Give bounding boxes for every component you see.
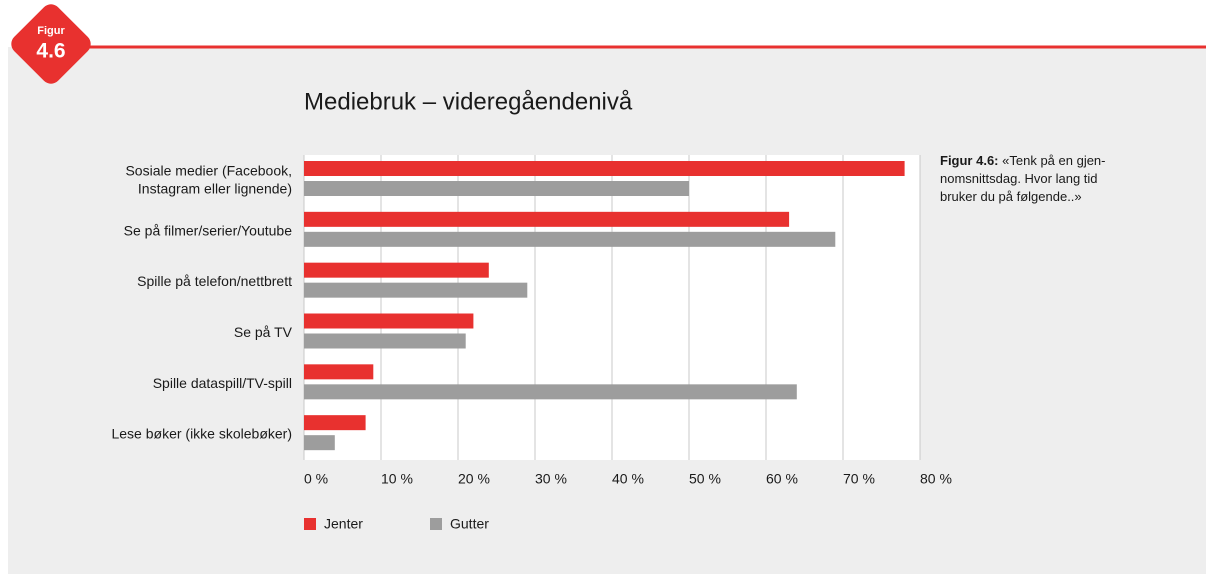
bar bbox=[304, 262, 489, 278]
bar bbox=[304, 435, 335, 451]
y-tick-label: Spille dataspill/TV-spill bbox=[153, 374, 292, 390]
legend-label: Jenter bbox=[324, 516, 363, 532]
y-tick-label: Se på TV bbox=[234, 324, 293, 340]
bar bbox=[304, 313, 474, 329]
bar bbox=[304, 415, 366, 431]
badge bbox=[11, 4, 91, 84]
x-tick-label: 70 % bbox=[843, 471, 875, 487]
bar bbox=[304, 282, 528, 298]
y-tick-label: Lese bøker (ikke skolebøker) bbox=[111, 425, 292, 441]
bar bbox=[304, 231, 836, 247]
x-tick-label: 0 % bbox=[304, 471, 328, 487]
bar bbox=[304, 211, 790, 227]
x-tick-label: 80 % bbox=[920, 471, 952, 487]
bar bbox=[304, 181, 689, 196]
chart-title: Mediebruk – videregåendenivå bbox=[304, 88, 633, 115]
y-tick-label: Sosiale medier (Facebook, Instagram eller… bbox=[125, 162, 292, 196]
badge-number: 4.6 bbox=[36, 40, 65, 63]
x-tick-label: 20 % bbox=[458, 471, 490, 487]
x-tick-label: 60 % bbox=[766, 471, 798, 487]
legend-label: Gutter bbox=[450, 516, 489, 532]
x-tick-label: 30 % bbox=[535, 471, 567, 487]
legend-swatch bbox=[430, 518, 442, 530]
note-label: Figur 4.6: bbox=[940, 153, 999, 168]
x-tick-label: 40 % bbox=[612, 471, 644, 487]
note: Figur 4.6: «Tenk på en gjen- nomsnittsda… bbox=[940, 152, 1200, 206]
bar bbox=[304, 333, 466, 349]
badge-label: Figur bbox=[37, 25, 65, 37]
bar bbox=[304, 384, 797, 400]
x-tick-label: 50 % bbox=[689, 471, 721, 487]
y-tick-label: Spille på telefon/nettbrett bbox=[137, 273, 292, 289]
x-tick-label: 10 % bbox=[381, 471, 413, 487]
bar bbox=[304, 161, 905, 176]
legend-swatch bbox=[304, 518, 316, 530]
bar bbox=[304, 364, 374, 380]
note-text: «Tenk på en gjen- nomsnittsdag. Hvor lan… bbox=[940, 153, 1106, 204]
y-tick-label: Se på filmer/serier/Youtube bbox=[124, 222, 293, 238]
